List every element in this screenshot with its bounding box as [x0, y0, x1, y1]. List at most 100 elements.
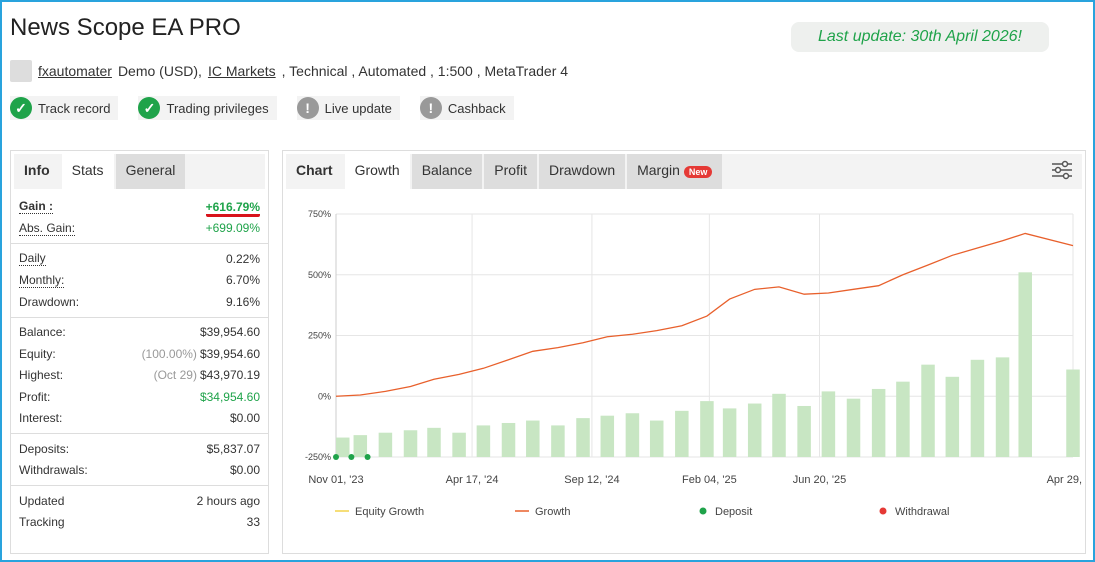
- stats-group: Gain : +616.79% Abs. Gain: +699.09%: [11, 192, 268, 243]
- stats-group: Deposits: $5,837.07 Withdrawals: $0.00: [11, 433, 268, 485]
- volume-bar: [995, 357, 1010, 457]
- y-tick-label: -250%: [305, 452, 331, 462]
- badge: ! Cashback: [419, 96, 514, 120]
- deposit-dot: [364, 454, 371, 460]
- stat-value: $0.00: [229, 411, 260, 426]
- stat-label: Drawdown:: [19, 294, 80, 309]
- chart: -250% 0% 250% 500% 750% Nov 01, '23 Apr 17, '2…: [305, 209, 1085, 518]
- volume-bar: [336, 437, 350, 457]
- new-badge: New: [683, 166, 713, 178]
- stats-panel: Info Stats General Gain : +616.79% Abs. Gain…: [10, 150, 269, 554]
- legend-label: Deposit: [715, 506, 752, 518]
- stat-row: Tracking 33: [19, 512, 260, 534]
- tab[interactable]: Profit: [484, 154, 537, 189]
- volume-bar: [871, 388, 886, 457]
- volume-bar: [600, 415, 615, 457]
- avatar: [10, 60, 32, 82]
- tab[interactable]: Growth: [344, 154, 410, 189]
- stat-value-wrap: +699.09%: [206, 221, 260, 235]
- page-title: News Scope EA PRO: [10, 14, 241, 41]
- x-tick-label: Feb 04, '25: [682, 474, 737, 486]
- user-link[interactable]: fxautomater: [38, 63, 112, 79]
- badge-label: Trading privileges: [166, 100, 269, 116]
- stat-label: Deposits:: [19, 441, 70, 456]
- stat-label: Abs. Gain:: [19, 220, 76, 236]
- last-update: Last update: 30th April 2026!: [791, 22, 1049, 52]
- stat-label: Withdrawals:: [19, 463, 88, 478]
- stat-row: Balance: $39,954.60: [19, 322, 260, 344]
- stat-row: Monthly: 6.70%: [19, 270, 260, 292]
- stat-row: Updated 2 hours ago: [19, 490, 260, 512]
- volume-bar: [772, 393, 786, 457]
- volume-bar: [427, 427, 441, 457]
- badges: ✓ Track record ✓ Trading privileges ! Live up…: [10, 96, 514, 120]
- stat-value-wrap: 2 hours ago: [197, 494, 260, 508]
- stat-label: Interest:: [19, 411, 63, 426]
- stat-row: Highest: (Oct 29) $43,970.19: [19, 365, 260, 387]
- volume-bar: [675, 410, 689, 457]
- tabs: Chart Growth Balance Profit Drawdown Margin N…: [286, 154, 1082, 189]
- stat-row: Daily 0.22%: [19, 248, 260, 270]
- stat-label: Monthly:: [19, 272, 65, 288]
- stat-value-wrap: $39,954.60: [200, 325, 260, 339]
- stat-row: Gain : +616.79%: [19, 196, 260, 218]
- stat-row: Withdrawals: $0.00: [19, 460, 260, 482]
- stat-label: Profit:: [19, 389, 51, 404]
- stat-value-wrap: 33: [247, 515, 260, 529]
- tab[interactable]: Drawdown: [538, 154, 626, 189]
- stat-note: (100.00%): [141, 346, 197, 361]
- badge: ✓ Track record: [10, 96, 119, 120]
- stat-note: (Oct 29): [153, 368, 197, 383]
- broker-link[interactable]: IC Markets: [207, 63, 276, 79]
- growth-line: [335, 232, 1074, 397]
- stats-group: Updated 2 hours ago Tracking 33: [11, 485, 268, 537]
- badge-label: Track record: [38, 100, 111, 116]
- stat-label: Daily: [19, 251, 46, 267]
- stat-value: +616.79%: [205, 199, 260, 217]
- tab[interactable]: Balance: [411, 154, 483, 189]
- stat-value-wrap: $0.00: [230, 411, 260, 425]
- tab[interactable]: General: [115, 154, 186, 189]
- volume-bar: [476, 425, 491, 457]
- volume-bar: [921, 364, 935, 457]
- stat-value-wrap: 6.70%: [226, 273, 260, 287]
- volume-bar: [353, 435, 368, 457]
- tab[interactable]: Info: [14, 154, 60, 189]
- stat-label: Equity:: [19, 346, 56, 361]
- badge: ! Live update: [296, 96, 400, 120]
- deposit-dot: [348, 454, 355, 460]
- stat-value: 33: [246, 515, 260, 530]
- volume-bar: [970, 359, 985, 457]
- badge-label: Cashback: [447, 100, 506, 116]
- x-tick-label: Jun 20, '25: [793, 474, 846, 486]
- y-tick-label: 750%: [308, 209, 331, 219]
- stats: Gain : +616.79% Abs. Gain: +699.09% Daily 0.2…: [11, 192, 268, 537]
- tab[interactable]: Margin New: [627, 154, 723, 189]
- volume-bar: [551, 425, 565, 457]
- volume-bar: [576, 418, 590, 457]
- stat-value: 2 hours ago: [196, 493, 260, 508]
- tab[interactable]: Stats: [61, 154, 114, 189]
- chart-panel: Chart Growth Balance Profit Drawdown Margin N…: [282, 150, 1086, 554]
- stat-label: Balance:: [19, 325, 66, 340]
- stat-value-wrap: 9.16%: [226, 295, 260, 309]
- badge: ✓ Trading privileges: [138, 96, 277, 120]
- stat-value-wrap: $34,954.60: [200, 390, 260, 404]
- panel-label: Chart: [286, 154, 343, 189]
- volume-bar: [625, 413, 640, 457]
- badge-icon: !: [419, 97, 442, 119]
- stat-value: $34,954.60: [199, 389, 260, 404]
- stat-value-wrap: (Oct 29) $43,970.19: [154, 368, 260, 382]
- account-details: , Technical , Automated , 1:500 , MetaTr…: [281, 63, 569, 79]
- settings-icon[interactable]: [1051, 159, 1073, 181]
- legend-label: Withdrawal: [895, 506, 949, 518]
- legend-label: Equity Growth: [355, 506, 424, 518]
- account-line: fxautomater Demo (USD), IC Markets , Tec…: [10, 60, 568, 82]
- volume-bar: [700, 401, 714, 457]
- y-tick-label: 250%: [308, 331, 331, 341]
- stat-value: $5,837.07: [206, 441, 260, 456]
- stat-value-wrap: $5,837.07: [207, 442, 260, 456]
- badge-icon: ✓: [138, 97, 161, 119]
- stat-label: Gain :: [19, 199, 54, 215]
